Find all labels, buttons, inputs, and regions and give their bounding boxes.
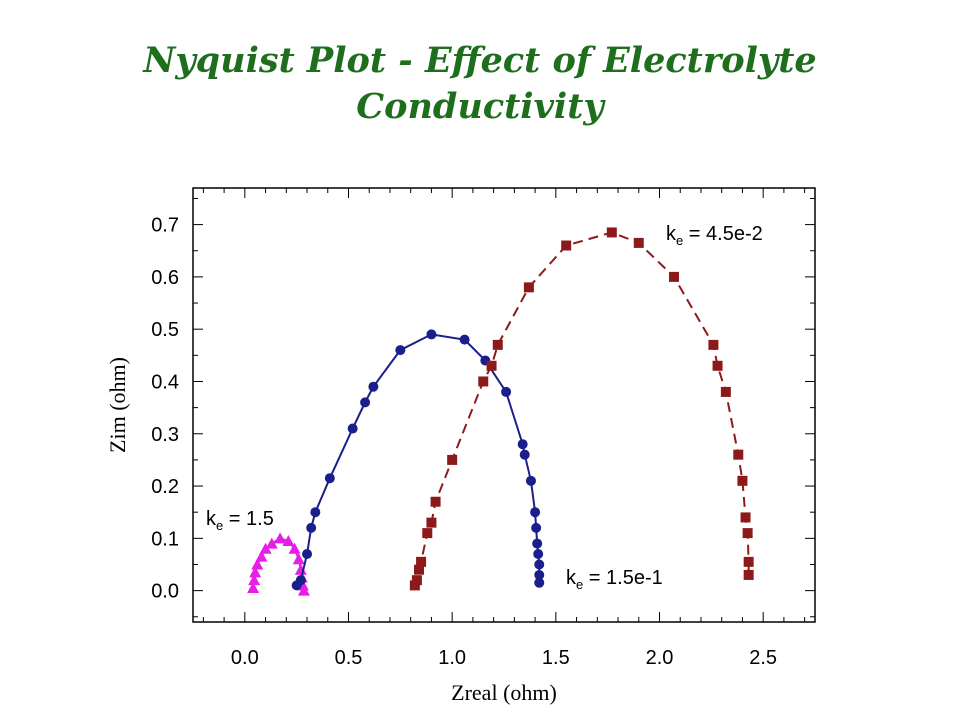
- data-point: [525, 475, 536, 486]
- data-point: [534, 569, 545, 580]
- series-label-k: k: [566, 567, 577, 589]
- data-point: [531, 522, 542, 533]
- data-point: [519, 449, 530, 460]
- y-tick-label: 0.4: [151, 371, 179, 393]
- data-point: [532, 538, 543, 549]
- data-point: [533, 549, 544, 560]
- series-label: ke = 4.5e-2: [666, 223, 763, 248]
- data-point: [459, 334, 470, 345]
- chart-title-line-2: Conductivity: [356, 86, 604, 127]
- data-point: [302, 549, 313, 560]
- x-tick-label: 0.0: [231, 647, 259, 669]
- data-point: [274, 532, 287, 544]
- series-label-subscript: e: [576, 577, 583, 592]
- data-point: [292, 553, 305, 565]
- data-point: [251, 558, 264, 570]
- data-point: [712, 360, 723, 371]
- data-point: [501, 386, 512, 397]
- data-point: [742, 528, 753, 539]
- data-point: [720, 386, 731, 397]
- data-point: [523, 282, 534, 293]
- data-point: [255, 550, 268, 562]
- series-label-value: = 1.5: [223, 508, 274, 530]
- data-point: [737, 475, 748, 486]
- data-point: [486, 360, 497, 371]
- data-point: [295, 575, 306, 586]
- data-point: [248, 574, 261, 586]
- data-point: [413, 564, 424, 575]
- data-point: [478, 376, 489, 387]
- x-tick-label: 0.5: [335, 647, 363, 669]
- y-axis-title: Zim (ohm): [105, 357, 130, 453]
- data-point: [395, 345, 406, 356]
- chart-title-line-1: Nyquist Plot - Effect of Electrolyte: [143, 40, 817, 81]
- series-label-value: = 4.5e-2: [683, 223, 763, 245]
- data-point: [669, 271, 680, 282]
- x-tick-label: 1.0: [438, 647, 466, 669]
- series-ke-4-5e-2: [409, 227, 754, 591]
- data-point: [740, 512, 751, 523]
- data-point: [426, 329, 437, 340]
- x-tick-label: 2.0: [646, 647, 674, 669]
- y-tick-label: 0.6: [151, 267, 179, 289]
- data-point: [447, 454, 458, 465]
- data-point: [733, 449, 744, 460]
- y-tick-label: 0.2: [151, 476, 179, 498]
- series-label-subscript: e: [216, 518, 223, 533]
- y-tick-label: 0.0: [151, 581, 179, 603]
- data-point: [324, 473, 335, 484]
- data-point: [743, 569, 754, 580]
- data-point: [416, 556, 427, 567]
- data-point: [347, 423, 358, 434]
- data-point: [534, 559, 545, 570]
- y-tick-label: 0.7: [151, 215, 179, 237]
- series-label-subscript: e: [676, 233, 683, 248]
- data-point: [606, 227, 617, 238]
- data-point: [708, 339, 719, 350]
- data-point: [282, 534, 295, 546]
- chart-title: Nyquist Plot - Effect of Electrolyte Con…: [0, 38, 960, 130]
- plot-frame: [192, 187, 816, 623]
- data-point: [409, 580, 420, 591]
- data-point: [265, 537, 278, 549]
- data-point: [306, 522, 317, 533]
- data-point: [310, 507, 321, 518]
- data-point: [288, 542, 301, 554]
- data-point: [249, 566, 262, 578]
- data-point: [517, 439, 528, 450]
- series-label-value: = 1.5e-1: [583, 567, 663, 589]
- data-point: [360, 397, 371, 408]
- data-point: [247, 582, 260, 594]
- data-point: [422, 528, 433, 539]
- x-tick-label: 1.5: [542, 647, 570, 669]
- data-point: [561, 240, 572, 251]
- data-point: [534, 577, 545, 588]
- series-ke-1-5: [247, 532, 310, 596]
- data-point: [297, 584, 310, 596]
- data-point: [411, 575, 422, 586]
- series-line: [413, 231, 750, 586]
- series-ke-1-5e-1: [291, 329, 545, 591]
- x-tick-label: 2.5: [749, 647, 777, 669]
- series-line: [295, 333, 541, 587]
- series-label: ke = 1.5: [206, 508, 274, 533]
- x-axis-title: Zreal (ohm): [451, 680, 557, 705]
- y-tick-label: 0.1: [151, 528, 179, 550]
- data-point: [426, 517, 437, 528]
- series-label-k: k: [666, 223, 677, 245]
- data-point: [430, 496, 441, 507]
- series-label-k: k: [206, 508, 217, 530]
- y-tick-label: 0.5: [151, 319, 179, 341]
- data-point: [743, 556, 754, 567]
- data-point: [492, 339, 503, 350]
- data-point: [368, 381, 379, 392]
- data-point: [530, 507, 541, 518]
- data-point: [259, 542, 272, 554]
- y-tick-label: 0.3: [151, 424, 179, 446]
- data-point: [294, 563, 307, 575]
- data-point: [633, 237, 644, 248]
- series-label: ke = 1.5e-1: [566, 567, 663, 592]
